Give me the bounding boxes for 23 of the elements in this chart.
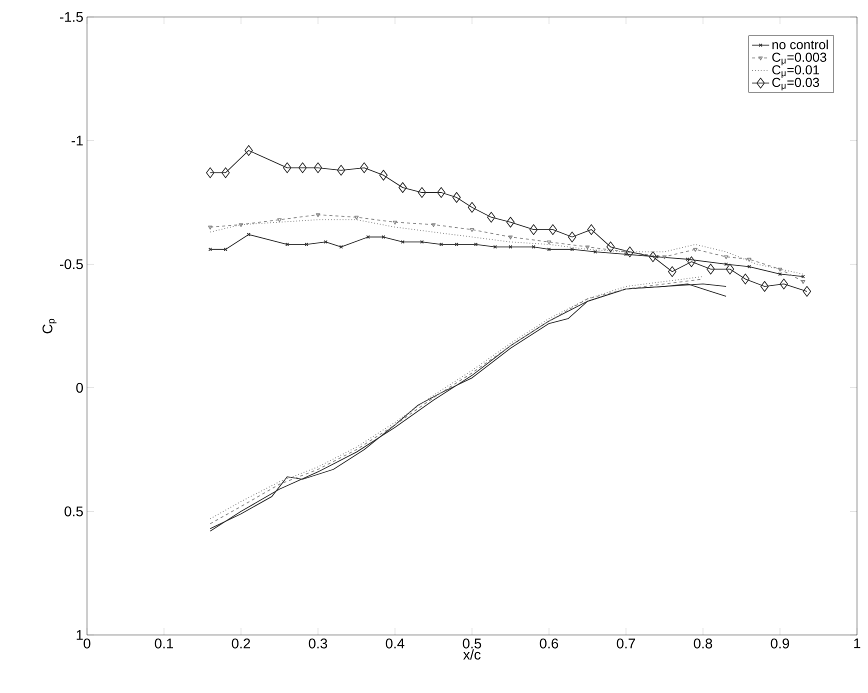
x-tick-label: 0.7 <box>616 638 636 648</box>
x-tick-label: 1 <box>854 638 860 648</box>
y-tick-label: 0.5 <box>64 506 83 516</box>
x-tick-label: 0.2 <box>232 638 250 648</box>
x-tick-label: 0.5 <box>462 638 482 648</box>
y-tick-label: -0.5 <box>60 259 83 270</box>
y-axis-title: C$_{p}$ <box>42 318 56 334</box>
legend-label: C$_{μ}$=0.01 <box>772 65 820 78</box>
y-tick-label: 0 <box>76 382 83 393</box>
y-tick-label: -1.5 <box>60 12 83 22</box>
y-tick-label: 1 <box>76 630 83 640</box>
x-tick-label: 0.1 <box>154 638 174 648</box>
legend-label: C$_{μ}$=0.003 <box>772 52 826 66</box>
x-tick-label: 0.4 <box>386 638 404 648</box>
x-tick-label: 0.6 <box>540 638 558 648</box>
x-tick-label: 0.9 <box>770 638 790 648</box>
x-axis-title: x/c <box>463 649 481 660</box>
y-tick-label: -1 <box>72 136 83 146</box>
legend-label: no control <box>772 40 828 50</box>
legend-label: C$_{μ}$=0.03 <box>772 78 820 90</box>
x-tick-label: 0.3 <box>308 638 328 648</box>
x-tick-label: 0 <box>84 638 90 648</box>
x-tick-label: 0.8 <box>694 638 712 648</box>
